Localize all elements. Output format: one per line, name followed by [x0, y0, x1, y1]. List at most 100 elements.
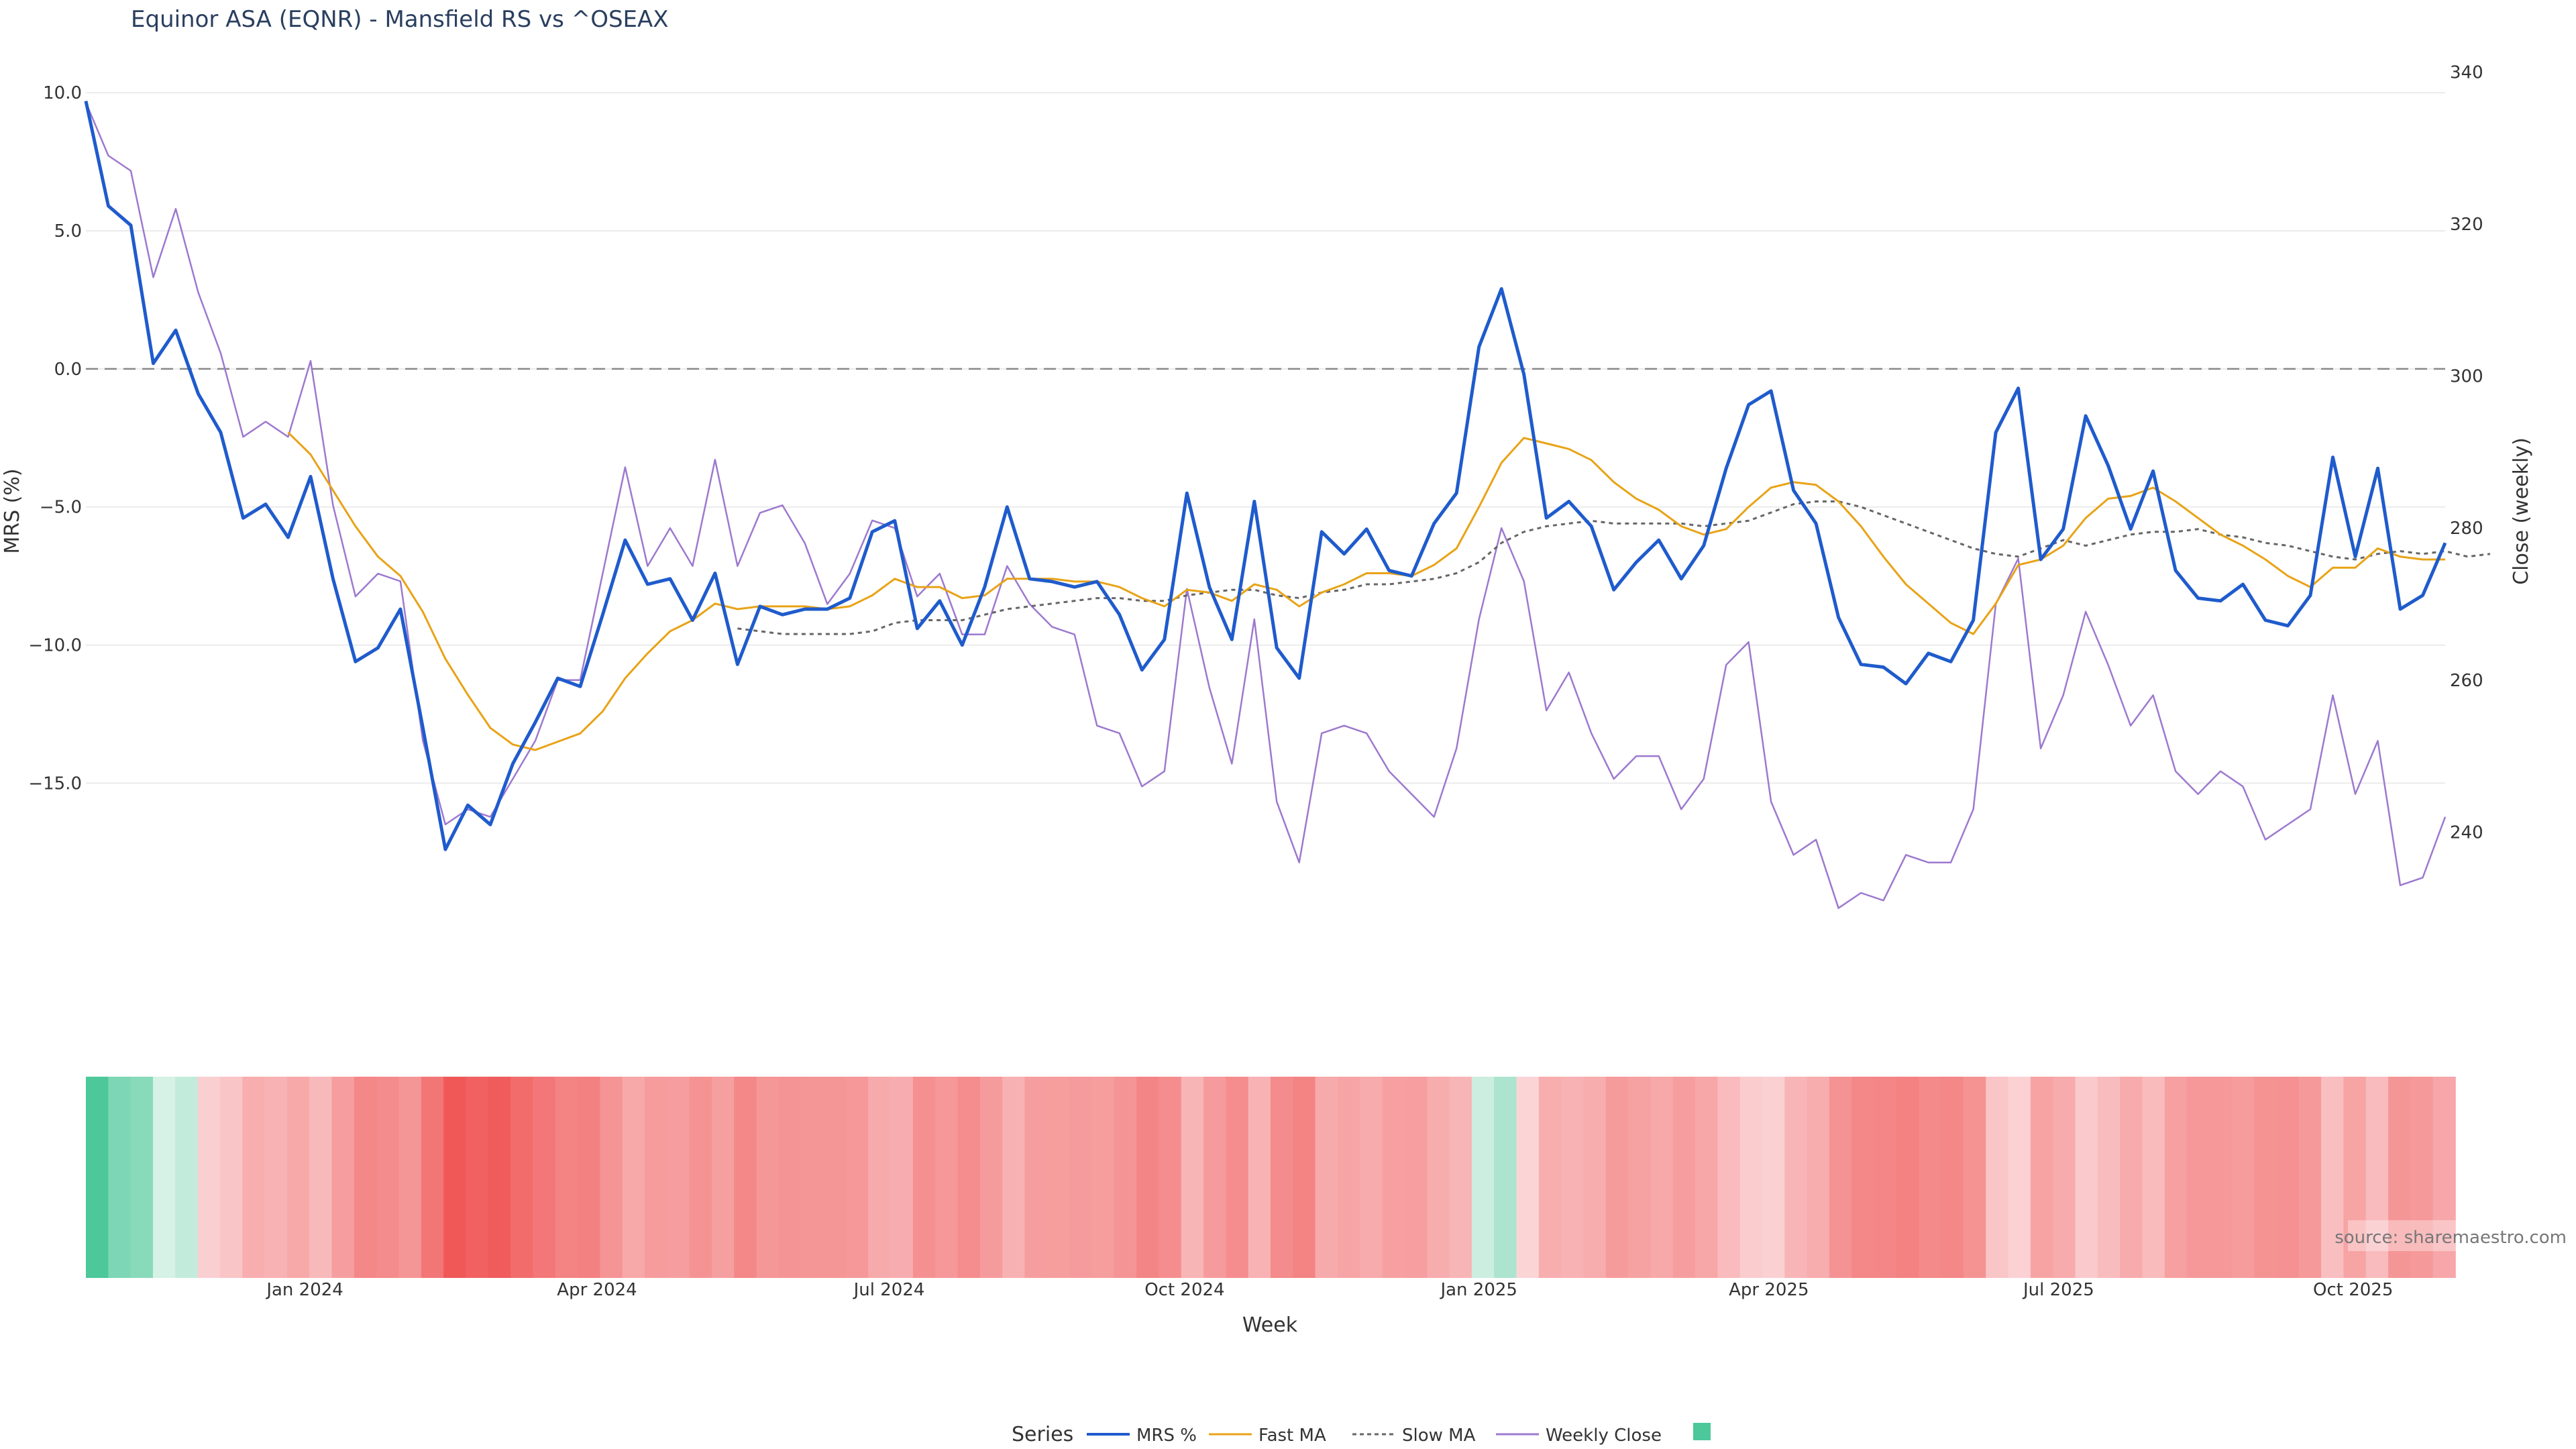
- heatmap-cell: [511, 1077, 534, 1278]
- x-tick-label: Oct 2025: [2313, 1280, 2393, 1300]
- heatmap-cell: [2008, 1077, 2031, 1278]
- heatmap-cell: [1271, 1077, 1294, 1278]
- y-axis-right-ticks: 340 320 300 280 260 240: [2450, 62, 2483, 843]
- heatmap-cell: [1404, 1077, 1428, 1278]
- x-axis-title: Week: [1242, 1313, 1298, 1337]
- y2-tick-label: 260: [2450, 671, 2483, 691]
- heatmap-cell: [2030, 1077, 2054, 1278]
- x-tick-label: Jul 2025: [2022, 1280, 2094, 1300]
- legend-swatch-strip: [1693, 1423, 1711, 1440]
- heatmap-cell: [1538, 1077, 1562, 1278]
- heatmap-cell: [1203, 1077, 1227, 1278]
- heatmap-cell: [689, 1077, 712, 1278]
- heatmap-cell: [533, 1077, 556, 1278]
- x-tick-label: Apr 2025: [1729, 1280, 1809, 1300]
- y-tick-label: 10.0: [43, 83, 82, 103]
- y2-tick-label: 300: [2450, 367, 2483, 387]
- heatmap-cell: [801, 1077, 824, 1278]
- heatmap-cell: [2164, 1077, 2188, 1278]
- heatmap-cell: [734, 1077, 757, 1278]
- heatmap-cell: [2343, 1077, 2367, 1278]
- heatmap-cell: [957, 1077, 981, 1278]
- heatmap-cell: [1181, 1077, 1204, 1278]
- heatmap-cell: [1091, 1077, 1115, 1278]
- heatmap-cell: [1851, 1077, 1875, 1278]
- chart-title: Equinor ASA (EQNR) - Mansfield RS vs ^OS…: [131, 6, 669, 33]
- heatmap-cell: [108, 1077, 131, 1278]
- heatmap-cell: [398, 1077, 422, 1278]
- heatmap-cell: [1807, 1077, 1830, 1278]
- heatmap-cell: [2388, 1077, 2412, 1278]
- heatmap-cell: [1672, 1077, 1696, 1278]
- heatmap-cell: [1449, 1077, 1472, 1278]
- fast-ma-line: [287, 431, 2445, 751]
- heatmap-cell: [264, 1077, 288, 1278]
- heatmap-cell: [1650, 1077, 1674, 1278]
- heatmap-cell: [711, 1077, 735, 1278]
- heatmap-cell: [1583, 1077, 1607, 1278]
- x-axis-ticks: Jan 2024 Apr 2024 Jul 2024 Oct 2024 Jan 2025…: [265, 1280, 2393, 1300]
- heatmap-cell: [197, 1077, 221, 1278]
- heatmap-cell: [466, 1077, 489, 1278]
- x-tick-label: Jan 2024: [265, 1280, 343, 1300]
- heatmap-cell: [2097, 1077, 2121, 1278]
- heatmap-cell: [2365, 1077, 2389, 1278]
- heatmap-cell: [1114, 1077, 1137, 1278]
- y2-tick-label: 340: [2450, 62, 2483, 83]
- heatmap-cell: [1829, 1077, 1853, 1278]
- heatmap-cell: [2142, 1077, 2165, 1278]
- heatmap-cell: [1046, 1077, 1070, 1278]
- heatmap-cell: [2321, 1077, 2345, 1278]
- heatmap-cell: [667, 1077, 690, 1278]
- heatmap-cell: [979, 1077, 1003, 1278]
- heatmap-cell: [823, 1077, 847, 1278]
- heatmap-cell: [1226, 1077, 1249, 1278]
- heatmap-cell: [2231, 1077, 2255, 1278]
- grid-lines: [86, 92, 2445, 784]
- y2-tick-label: 280: [2450, 519, 2483, 539]
- heatmap-cell: [1427, 1077, 1450, 1278]
- heatmap-cell: [86, 1077, 109, 1278]
- heatmap-cell: [1248, 1077, 1271, 1278]
- heatmap-cell: [1136, 1077, 1160, 1278]
- y-tick-label: −10.0: [28, 636, 82, 656]
- y-axis-left-title: MRS (%): [1, 468, 24, 553]
- series-layer: [84, 101, 2491, 909]
- heatmap-cell: [1494, 1077, 1517, 1278]
- heatmap-cell: [2432, 1077, 2456, 1278]
- heatmap-cell: [1159, 1077, 1182, 1278]
- heatmap-cell: [1919, 1077, 1942, 1278]
- heatmap-cell: [1024, 1077, 1048, 1278]
- legend: Series MRS % Fast MA Slow MA Weekly Close: [1012, 1423, 1711, 1446]
- heatmap-cell: [1784, 1077, 1808, 1278]
- heatmap-cell: [242, 1077, 266, 1278]
- heatmap-cell: [935, 1077, 959, 1278]
- source-label-background: [2348, 1220, 2569, 1251]
- heatmap-cell: [868, 1077, 892, 1278]
- heatmap-cell: [578, 1077, 601, 1278]
- x-tick-label: Jul 2024: [853, 1280, 925, 1300]
- heatmap-cell: [1717, 1077, 1741, 1278]
- heatmap-cell: [1315, 1077, 1338, 1278]
- heatmap-cell: [130, 1077, 154, 1278]
- legend-entry-label: Fast MA: [1258, 1426, 1326, 1446]
- heatmap-cell: [354, 1077, 377, 1278]
- heatmap-cell: [1986, 1077, 2009, 1278]
- heatmap-cell: [219, 1077, 244, 1278]
- heatmap-cell: [1628, 1077, 1652, 1278]
- heatmap-cell: [2187, 1077, 2210, 1278]
- y-tick-label: 5.0: [54, 221, 82, 241]
- heatmap-cell: [1963, 1077, 1987, 1278]
- y-axis-right-title: Close (weekly): [2510, 437, 2533, 585]
- heatmap-cell: [286, 1077, 311, 1278]
- heatmap-cell: [1069, 1077, 1093, 1278]
- heatmap-cell: [2209, 1077, 2233, 1278]
- heatmap-cell: [1605, 1077, 1629, 1278]
- heatmap-cell: [421, 1077, 444, 1278]
- x-tick-label: Apr 2024: [557, 1280, 637, 1300]
- mrs-line: [84, 101, 2447, 851]
- heatmap-cell: [1896, 1077, 1920, 1278]
- heatmap-cell: [555, 1077, 578, 1278]
- y2-tick-label: 320: [2450, 215, 2483, 235]
